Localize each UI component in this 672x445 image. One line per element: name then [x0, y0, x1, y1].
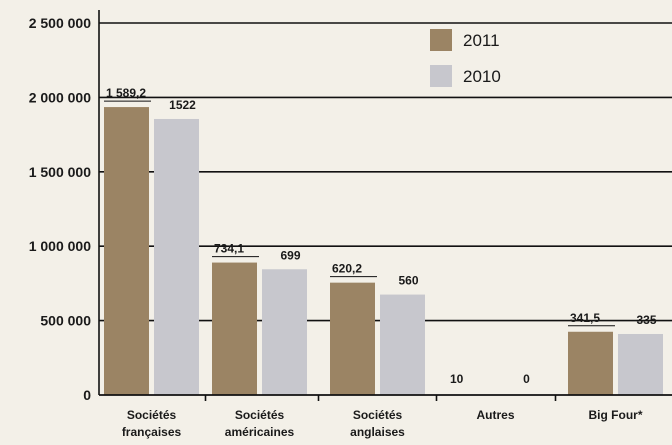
legend-label-2010: 2010: [463, 67, 501, 86]
bar-2010: [262, 269, 307, 395]
data-label-2011: 1 589,2: [106, 86, 146, 100]
y-tick-label: 2 000 000: [29, 89, 91, 105]
data-label-2011: 341,5: [570, 311, 600, 325]
category-label: Sociétés anglaises: [350, 408, 405, 439]
bar-2011: [568, 331, 613, 395]
y-tick-label: 0: [83, 387, 91, 403]
category-label: Autres: [476, 408, 514, 422]
legend-swatch-2010: [430, 65, 452, 87]
data-label-2011: 734,1: [214, 242, 244, 256]
data-label-2010: 335: [636, 313, 656, 327]
data-label-2011: 620,2: [332, 262, 362, 276]
legend-label-2011: 2011: [463, 31, 500, 50]
y-tick-label: 2 500 000: [29, 15, 91, 31]
data-label-2010: 699: [280, 248, 300, 262]
bar-2010: [618, 333, 663, 395]
bar-2010: [154, 118, 199, 395]
data-label-2010: 0: [523, 372, 530, 386]
y-tick-label: 1 000 000: [29, 238, 91, 254]
bars: [104, 107, 663, 396]
data-label-2010: 1522: [169, 98, 196, 112]
y-axis-ticks: 2 500 000 2 000 000 1 500 000 1 000 000 500 …: [29, 15, 92, 403]
x-axis-categories: Sociétés françaises Sociétés américaines Soc…: [122, 408, 643, 439]
bar-2011: [104, 107, 149, 396]
y-tick-label: 500 000: [40, 313, 91, 329]
legend: 2011 2010: [430, 29, 501, 87]
data-labels: 1 589,2 1522 734,1 699 620,2 560 10 0 341,5 335: [104, 86, 657, 386]
category-label: Sociétés françaises: [122, 408, 182, 439]
category-label: Sociétés américaines: [225, 408, 295, 439]
axes: [98, 10, 672, 401]
data-label-2010: 560: [398, 274, 418, 288]
category-label: Big Four*: [589, 408, 643, 422]
legend-swatch-2011: [430, 29, 452, 51]
y-tick-label: 1 500 000: [29, 164, 91, 180]
data-label-2011: 10: [450, 372, 464, 386]
bar-2010: [380, 294, 425, 395]
bar-2011: [330, 282, 375, 395]
bar-2011: [212, 262, 257, 395]
